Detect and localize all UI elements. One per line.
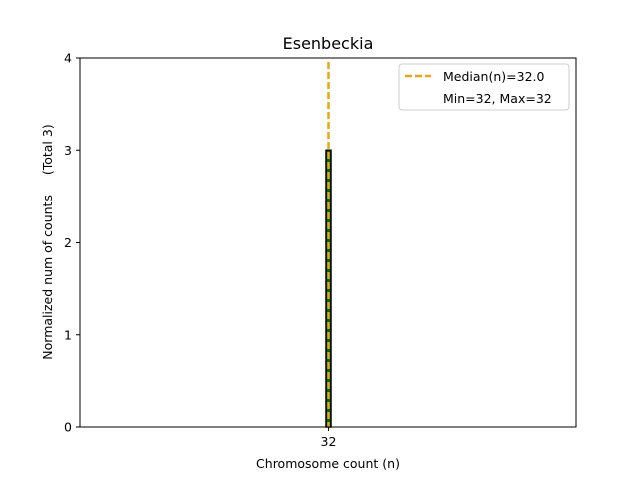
legend-frame xyxy=(398,63,570,111)
y-tick-label-0: 0 xyxy=(64,420,72,435)
y-tick-label-4: 4 xyxy=(64,51,72,66)
y-tick-label-3: 3 xyxy=(64,143,72,158)
y-axis-ticks: 0 1 2 3 4 xyxy=(64,51,80,435)
legend-entry-median: Median(n)=32.0 xyxy=(443,69,544,84)
y-tick-label-1: 1 xyxy=(64,327,72,342)
x-axis-ticks: 32 xyxy=(321,427,337,449)
x-tick-label-32: 32 xyxy=(321,434,337,449)
legend: Median(n)=32.0 Min=32, Max=32 xyxy=(398,63,570,111)
chart-title: Esenbeckia xyxy=(283,34,374,53)
x-axis-label: Chromosome count (n) xyxy=(256,456,400,471)
y-tick-label-2: 2 xyxy=(64,235,72,250)
legend-entry-min-max: Min=32, Max=32 xyxy=(443,91,552,106)
y-axis-label: Normalized num of counts (Total 3) xyxy=(40,124,55,359)
